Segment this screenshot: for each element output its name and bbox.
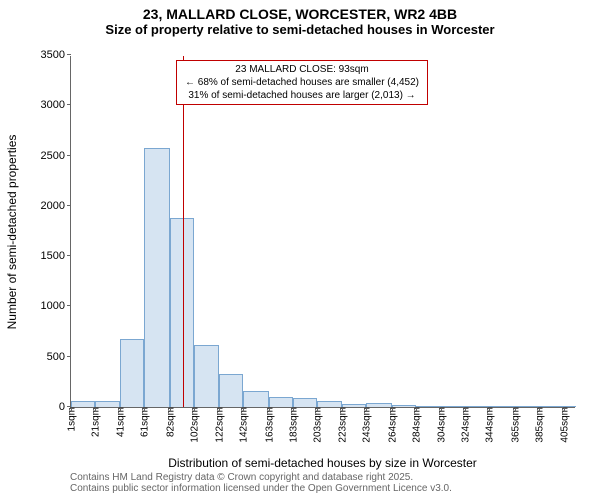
x-tick-mark	[465, 408, 466, 412]
x-tick-label: 142sqm	[236, 407, 249, 443]
x-tick-mark	[269, 408, 270, 412]
y-tick-mark	[67, 104, 71, 105]
y-tick-mark	[67, 54, 71, 55]
x-axis-label: Distribution of semi-detached houses by …	[70, 456, 575, 470]
x-tick-mark	[366, 408, 367, 412]
histogram-bar	[144, 148, 170, 407]
x-tick-label: 304sqm	[434, 407, 447, 443]
annotation-line-1: 23 MALLARD CLOSE: 93sqm	[183, 63, 421, 76]
x-tick-mark	[95, 408, 96, 412]
chart-title-1: 23, MALLARD CLOSE, WORCESTER, WR2 4BB	[0, 0, 600, 22]
x-tick-label: 203sqm	[311, 407, 324, 443]
annotation-box: 23 MALLARD CLOSE: 93sqm ← 68% of semi-de…	[176, 60, 428, 105]
y-tick-label: 2000	[41, 200, 71, 212]
histogram-bar	[194, 345, 218, 407]
x-tick-mark	[243, 408, 244, 412]
x-tick-mark	[293, 408, 294, 412]
y-tick-mark	[67, 356, 71, 357]
histogram-bar	[269, 397, 293, 407]
y-tick-label: 3500	[41, 49, 71, 61]
x-tick-label: 243sqm	[360, 407, 373, 443]
y-axis-label: Number of semi-detached properties	[5, 135, 19, 330]
y-tick-mark	[67, 305, 71, 306]
chart-title-2: Size of property relative to semi-detach…	[0, 22, 600, 37]
x-tick-mark	[564, 408, 565, 412]
x-tick-label: 223sqm	[335, 407, 348, 443]
histogram-bar	[120, 339, 144, 407]
x-tick-label: 365sqm	[509, 407, 522, 443]
x-tick-mark	[489, 408, 490, 412]
x-tick-mark	[194, 408, 195, 412]
x-tick-label: 122sqm	[212, 407, 225, 443]
x-tick-mark	[515, 408, 516, 412]
y-tick-label: 1000	[41, 300, 71, 312]
property-marker-line	[183, 56, 184, 407]
annotation-line-3: 31% of semi-detached houses are larger (…	[183, 89, 421, 102]
x-tick-label: 405sqm	[557, 407, 570, 443]
x-tick-label: 102sqm	[188, 407, 201, 443]
x-tick-label: 324sqm	[458, 407, 471, 443]
y-tick-label: 500	[47, 351, 71, 363]
y-tick-label: 3000	[41, 99, 71, 111]
x-tick-mark	[441, 408, 442, 412]
x-tick-mark	[71, 408, 72, 412]
x-tick-label: 183sqm	[287, 407, 300, 443]
x-tick-mark	[317, 408, 318, 412]
x-tick-mark	[416, 408, 417, 412]
y-tick-mark	[67, 155, 71, 156]
x-tick-mark	[342, 408, 343, 412]
annotation-line-2: ← 68% of semi-detached houses are smalle…	[183, 76, 421, 89]
y-tick-mark	[67, 255, 71, 256]
x-tick-mark	[144, 408, 145, 412]
x-tick-label: 163sqm	[262, 407, 275, 443]
y-tick-label: 2500	[41, 150, 71, 162]
x-tick-mark	[170, 408, 171, 412]
histogram-bar	[243, 391, 269, 407]
x-tick-label: 284sqm	[410, 407, 423, 443]
chart-plot-area: 05001000150020002500300035001sqm21sqm41s…	[70, 56, 575, 408]
footer-line-1: Contains HM Land Registry data © Crown c…	[70, 472, 452, 483]
x-tick-mark	[120, 408, 121, 412]
x-tick-mark	[392, 408, 393, 412]
y-tick-mark	[67, 205, 71, 206]
x-tick-label: 264sqm	[385, 407, 398, 443]
x-tick-mark	[539, 408, 540, 412]
x-tick-mark	[219, 408, 220, 412]
footer-attribution: Contains HM Land Registry data © Crown c…	[70, 472, 452, 494]
y-tick-label: 1500	[41, 250, 71, 262]
histogram-bar	[170, 218, 194, 407]
footer-line-2: Contains public sector information licen…	[70, 483, 452, 494]
x-tick-label: 344sqm	[483, 407, 496, 443]
x-tick-label: 385sqm	[533, 407, 546, 443]
histogram-bar	[293, 398, 317, 407]
histogram-bar	[219, 374, 243, 407]
